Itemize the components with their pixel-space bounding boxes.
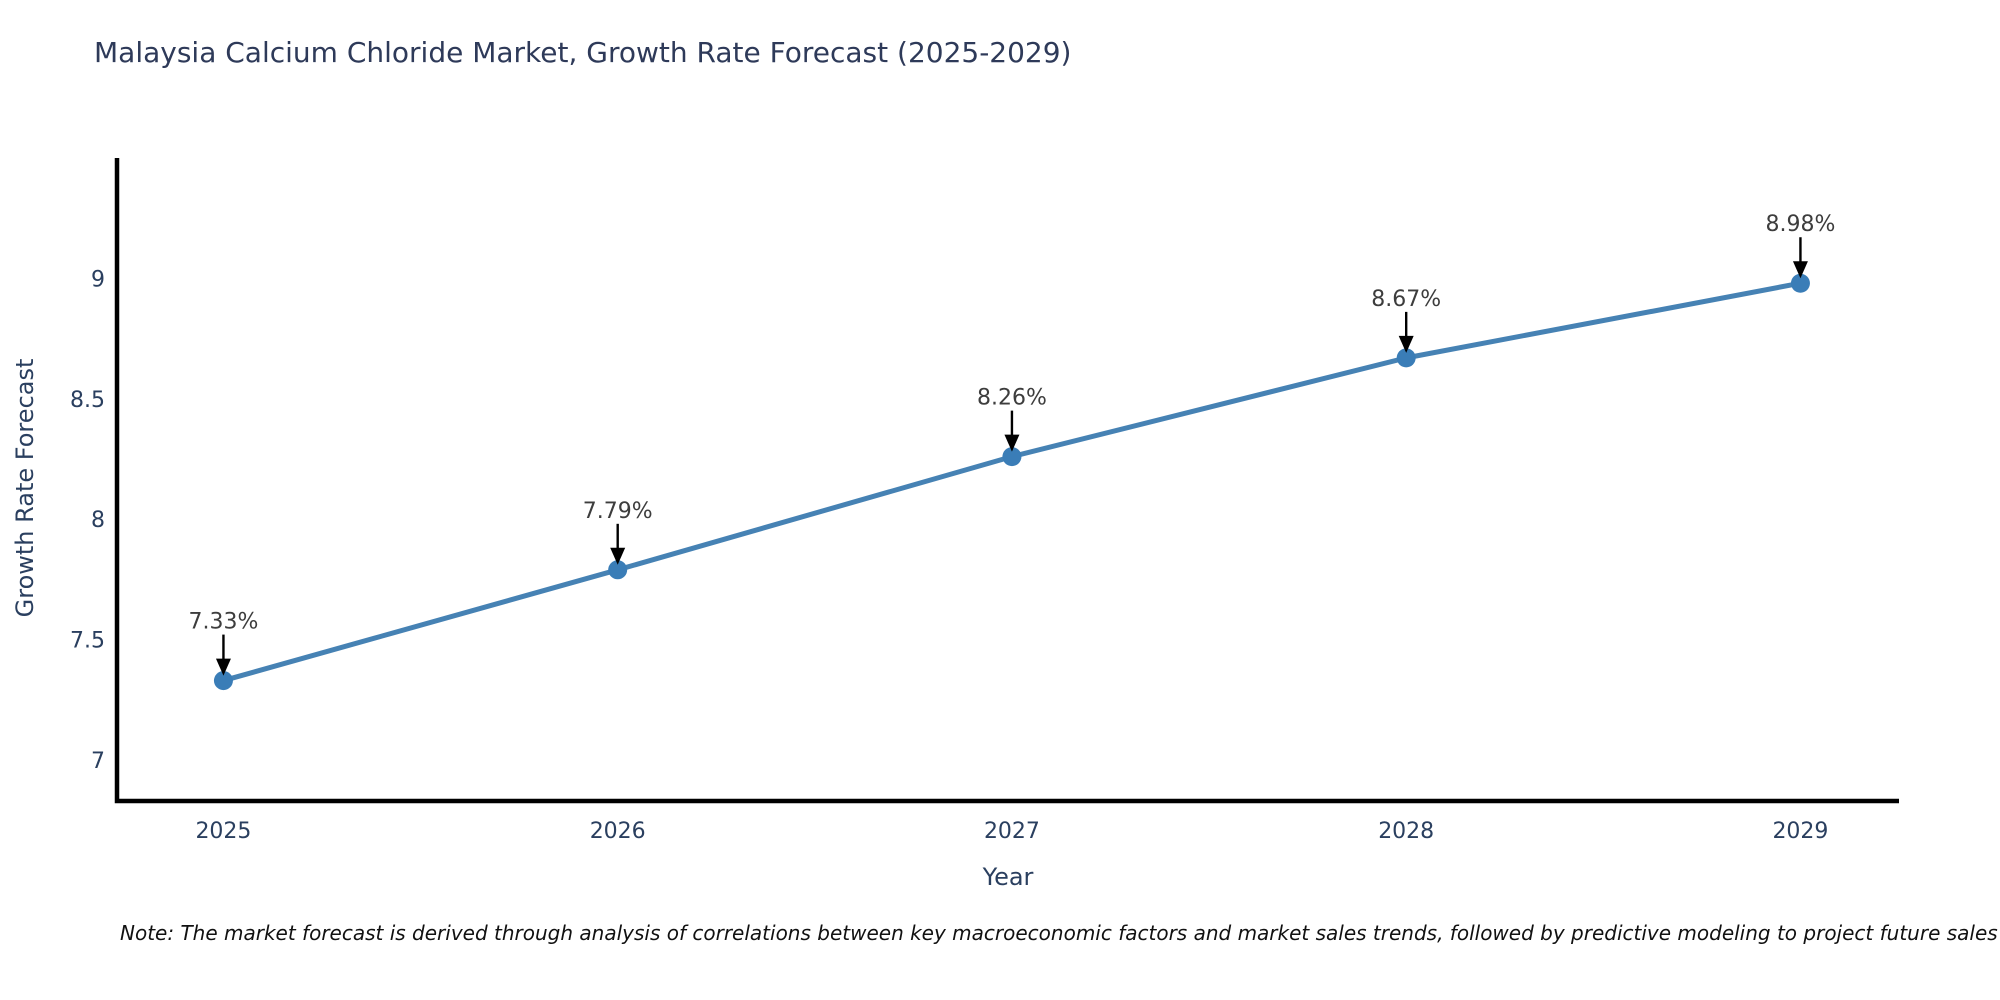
x-tick-label: 2026: [590, 819, 646, 844]
data-point-label: 8.67%: [1371, 287, 1441, 312]
chart-title: Malaysia Calcium Chloride Market, Growth…: [94, 36, 1072, 69]
data-point-marker: [608, 560, 628, 580]
data-point-marker: [1790, 273, 1810, 293]
data-point-label: 8.26%: [977, 386, 1047, 411]
data-point-label: 8.98%: [1765, 212, 1835, 237]
data-point-label: 7.33%: [189, 610, 259, 635]
y-tick-label: 9: [91, 267, 105, 292]
data-point-marker: [1396, 348, 1416, 368]
x-tick-label: 2027: [984, 819, 1040, 844]
annotation-arrow-head: [1004, 434, 1020, 452]
annotation-arrow-head: [1792, 261, 1808, 279]
annotation-arrow-head: [610, 547, 626, 565]
data-point-label: 7.79%: [583, 499, 653, 524]
x-axis-title: Year: [982, 863, 1034, 891]
annotation-arrow-head: [215, 658, 231, 676]
x-tick-label: 2028: [1378, 819, 1434, 844]
y-axis-title: Growth Rate Forecast: [11, 358, 39, 618]
footnote: Note: The market forecast is derived thr…: [120, 921, 1998, 945]
x-tick-label: 2029: [1772, 819, 1828, 844]
axis-spines: [114, 158, 1899, 804]
data-point-marker: [1002, 447, 1022, 467]
data-point-marker: [213, 671, 233, 691]
annotation-arrow-head: [1398, 335, 1414, 353]
x-tick-label: 2025: [195, 819, 251, 844]
y-tick-label: 7.5: [70, 629, 105, 654]
forecast-line: [220, 280, 1803, 684]
y-tick-label: 7: [91, 749, 105, 774]
y-tick-label: 8.5: [70, 388, 105, 413]
y-tick-label: 8: [91, 508, 105, 533]
